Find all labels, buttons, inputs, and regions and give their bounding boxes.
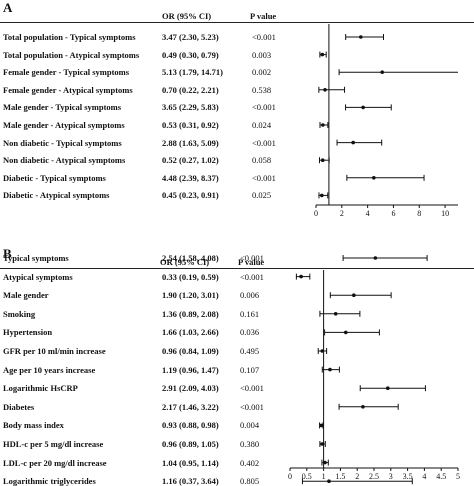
point-estimate [323,88,327,92]
point-estimate [386,386,390,390]
point-estimate [319,424,323,428]
point-estimate [352,293,356,297]
x-tick-label: 10 [441,209,449,218]
point-estimate [374,256,378,260]
forest-panel-a: A OR (95% CI) P value Total population -… [0,0,474,232]
x-tick-label: 6 [391,209,395,218]
point-estimate [359,35,363,39]
x-tick-label: 4 [366,209,370,218]
point-estimate [344,331,348,335]
x-tick-label: 8 [417,209,421,218]
point-estimate [320,194,324,198]
forest-panel-b: B OR (95% CI) P value Typical symptoms 2.… [0,246,474,480]
point-estimate [361,405,365,409]
point-estimate [321,123,325,127]
point-estimate [321,53,325,57]
point-estimate [334,312,338,316]
point-estimate [361,106,365,110]
point-estimate [351,141,355,145]
point-estimate [321,158,325,162]
x-tick-label: 0 [314,209,318,218]
point-estimate [380,70,384,74]
forest-plot-a: 0 2 4 6 8 10 [0,0,474,232]
forest-plot-b: 0 0.5 1 1.5 2 2.5 3 3.5 4 4.5 5 [0,246,474,480]
point-estimate [299,275,303,279]
point-estimate [372,176,376,180]
point-estimate [328,368,332,372]
x-tick-label: 2 [340,209,344,218]
